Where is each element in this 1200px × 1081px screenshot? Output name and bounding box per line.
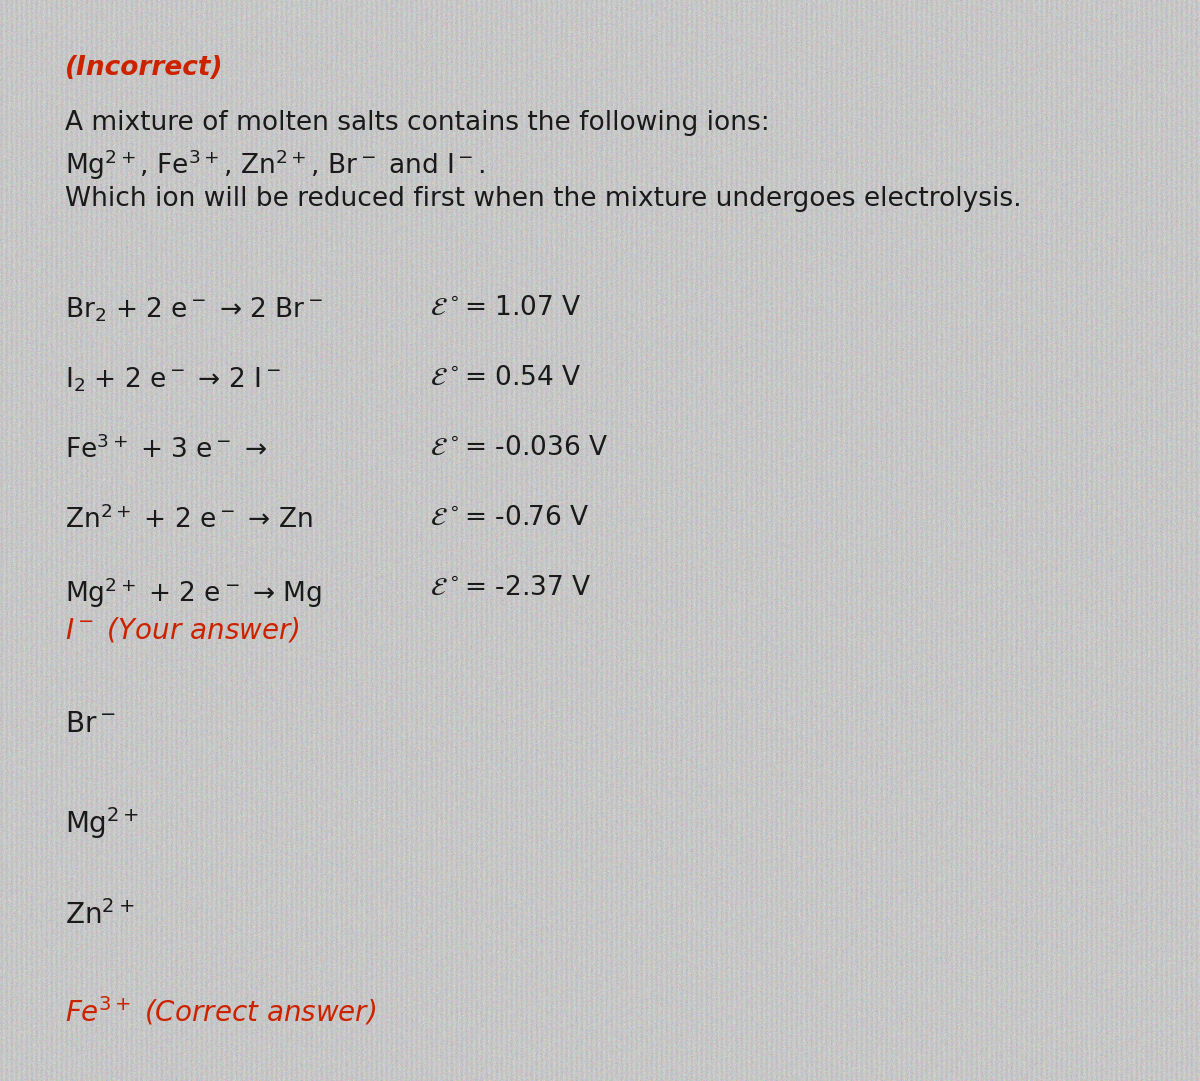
Text: $\mathcal{E}$$^\circ$= 1.07 V: $\mathcal{E}$$^\circ$= 1.07 V — [430, 295, 582, 321]
Text: $\mathcal{E}$$^\circ$= -2.37 V: $\mathcal{E}$$^\circ$= -2.37 V — [430, 575, 592, 601]
Text: Mg$^{2+}$: Mg$^{2+}$ — [65, 805, 139, 841]
Text: Zn$^{2+}$: Zn$^{2+}$ — [65, 900, 134, 930]
Text: Br$_2$ + 2 e$^-$ → 2 Br$^-$: Br$_2$ + 2 e$^-$ → 2 Br$^-$ — [65, 295, 323, 323]
Text: $\mathcal{E}$$^\circ$= 0.54 V: $\mathcal{E}$$^\circ$= 0.54 V — [430, 365, 582, 391]
Text: $\mathcal{E}$$^\circ$= -0.76 V: $\mathcal{E}$$^\circ$= -0.76 V — [430, 505, 589, 531]
Text: I$^-$ (Your answer): I$^-$ (Your answer) — [65, 615, 300, 644]
Text: Br$^-$: Br$^-$ — [65, 710, 115, 738]
Text: Mg$^{2+}$ + 2 e$^-$ → Mg: Mg$^{2+}$ + 2 e$^-$ → Mg — [65, 575, 322, 610]
Text: Which ion will be reduced first when the mixture undergoes electrolysis.: Which ion will be reduced first when the… — [65, 186, 1021, 212]
Text: Zn$^{2+}$ + 2 e$^-$ → Zn: Zn$^{2+}$ + 2 e$^-$ → Zn — [65, 505, 312, 534]
Text: I$_2$ + 2 e$^-$ → 2 I$^-$: I$_2$ + 2 e$^-$ → 2 I$^-$ — [65, 365, 281, 393]
Text: (Incorrect): (Incorrect) — [65, 55, 223, 81]
Text: Fe$^{3+}$ (Correct answer): Fe$^{3+}$ (Correct answer) — [65, 995, 377, 1028]
Text: A mixture of molten salts contains the following ions:: A mixture of molten salts contains the f… — [65, 110, 769, 136]
Text: Fe$^{3+}$ + 3 e$^-$ →: Fe$^{3+}$ + 3 e$^-$ → — [65, 435, 266, 464]
Text: Mg$^{2+}$, Fe$^{3+}$, Zn$^{2+}$, Br$^-$ and I$^-$.: Mg$^{2+}$, Fe$^{3+}$, Zn$^{2+}$, Br$^-$ … — [65, 148, 485, 183]
Text: $\mathcal{E}$$^\circ$= -0.036 V: $\mathcal{E}$$^\circ$= -0.036 V — [430, 435, 608, 461]
